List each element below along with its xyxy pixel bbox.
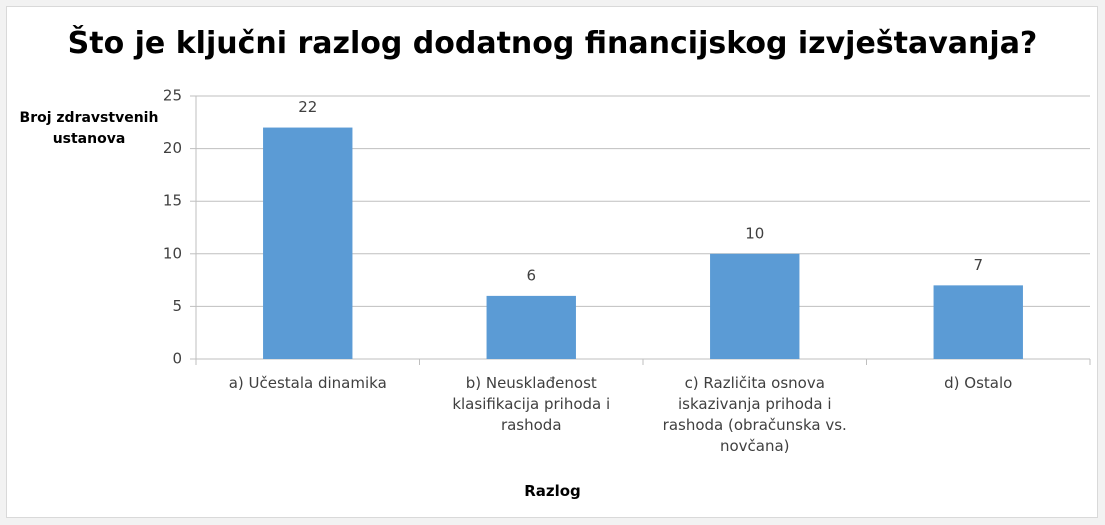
x-tick-label: b) Neusklađenost klasifikacija prihoda i… <box>452 374 611 434</box>
x-tick-label: a) Učestala dinamika <box>228 374 387 392</box>
y-axis-label: Broj zdravstvenih ustanova <box>19 110 159 147</box>
y-tick-label: 5 <box>172 297 182 315</box>
y-tick-label: 0 <box>172 350 182 368</box>
data-label: 7 <box>973 256 983 274</box>
y-tick-label: 10 <box>163 244 182 262</box>
x-axis-label: Razlog <box>524 482 581 500</box>
bar <box>486 295 576 359</box>
bar <box>263 127 353 359</box>
y-tick-label: 15 <box>163 192 182 210</box>
x-tick-label: c) Različita osnova iskazivanja prihoda … <box>662 374 847 455</box>
x-tick-label: d) Ostalo <box>944 374 1013 392</box>
y-tick-label: 20 <box>163 139 182 157</box>
bar <box>933 285 1023 359</box>
data-label: 10 <box>745 224 764 242</box>
chart-title: Što je ključni razlog dodatnog financijs… <box>67 26 1038 61</box>
chart-area <box>6 6 1098 518</box>
y-tick-label: 25 <box>163 87 182 105</box>
bar <box>710 253 800 359</box>
data-label: 6 <box>526 266 536 284</box>
data-label: 22 <box>298 98 317 116</box>
